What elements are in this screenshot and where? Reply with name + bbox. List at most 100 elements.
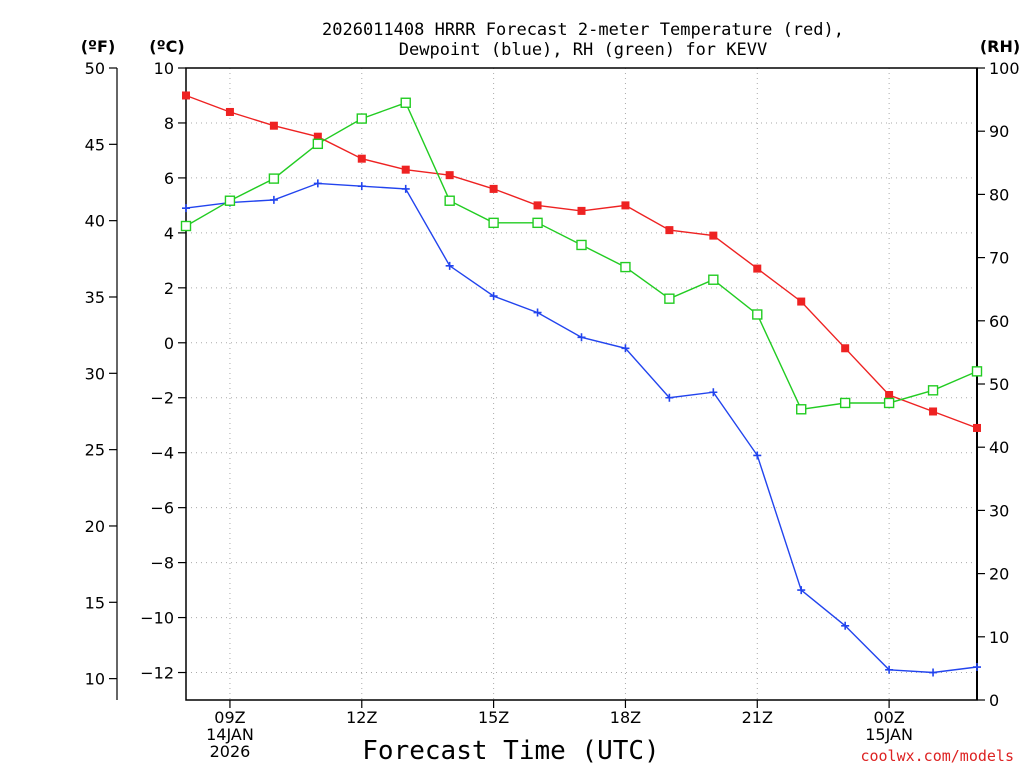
rh-point	[620, 261, 631, 273]
x-tick-label: 14JAN	[206, 725, 254, 744]
rh-point	[927, 385, 939, 396]
axes: 1086420−2−4−6−8−10−125045403530252015101…	[85, 59, 1020, 761]
rh-point	[312, 138, 324, 150]
celsius-tick-label: 8	[164, 114, 174, 133]
dewpoint-point	[533, 308, 542, 317]
x-tick-label: 09Z	[214, 708, 245, 727]
temperature-point	[269, 121, 278, 130]
rh-point	[883, 397, 895, 409]
rh-point	[444, 195, 455, 206]
chart-subtitle: Dewpoint (blue), RH (green) for KEVV	[399, 40, 767, 60]
grid-lines	[186, 67, 977, 700]
x-tick-label: 15Z	[478, 708, 509, 727]
fahrenheit-tick-label: 35	[85, 288, 105, 307]
rh-tick-label: 60	[989, 312, 1009, 331]
temperature-point	[709, 231, 718, 240]
temperature-point	[841, 344, 850, 353]
fahrenheit-tick-label: 20	[85, 517, 105, 536]
temperature-point	[489, 184, 498, 193]
fahrenheit-tick-label: 15	[85, 593, 105, 612]
rh-tick-label: 40	[989, 438, 1009, 457]
dewpoint-point	[313, 179, 322, 188]
temperature-point	[445, 171, 454, 180]
celsius-unit-label: (ºC)	[149, 37, 184, 56]
rh-tick-label: 90	[989, 122, 1009, 141]
celsius-tick-label: −12	[140, 664, 174, 683]
rh-point	[971, 366, 983, 377]
temperature-point	[621, 201, 630, 210]
temperature-point	[929, 407, 938, 416]
dewpoint-point	[445, 261, 454, 270]
celsius-tick-label: 2	[164, 279, 174, 298]
rh-tick-label: 0	[989, 691, 999, 710]
temperature-point	[357, 154, 366, 163]
rh-point	[796, 404, 807, 415]
fahrenheit-tick-label: 50	[85, 59, 105, 78]
x-tick-label: 00Z	[873, 708, 904, 727]
fahrenheit-tick-label: 25	[85, 441, 105, 460]
rh-tick-label: 100	[989, 59, 1020, 78]
rh-tick-label: 20	[989, 565, 1009, 584]
dewpoint-point	[665, 393, 674, 402]
rh-point	[576, 239, 587, 251]
celsius-tick-label: 6	[164, 169, 174, 188]
series-layer	[180, 91, 983, 677]
dewpoint-point	[797, 586, 806, 595]
rh-tick-label: 80	[989, 185, 1009, 204]
rh-point	[400, 97, 411, 108]
dewpoint-point	[489, 292, 498, 301]
dewpoint-point	[401, 184, 410, 193]
dewpoint-point	[841, 621, 850, 630]
rh-point	[356, 113, 367, 124]
celsius-tick-label: −4	[150, 444, 174, 463]
dewpoint-point	[269, 195, 278, 204]
x-tick-label: 15JAN	[865, 725, 913, 744]
temperature-point	[533, 201, 542, 210]
temperature-point	[182, 91, 190, 100]
source-credit: coolwx.com/models	[860, 747, 1014, 765]
rh-unit-label: (RH)	[980, 37, 1020, 56]
dewpoint-point	[577, 333, 586, 342]
celsius-tick-label: −6	[150, 499, 174, 518]
rh-point	[224, 195, 236, 206]
temperature-point	[973, 423, 981, 432]
temperature-point	[577, 206, 586, 215]
dewpoint-point	[973, 663, 981, 672]
temperature-point	[313, 132, 322, 141]
rh-tick-label: 70	[989, 249, 1009, 268]
temperature-point	[885, 390, 894, 399]
dewpoint-point	[753, 451, 762, 460]
x-tick-label: 21Z	[742, 708, 773, 727]
celsius-tick-label: −2	[150, 389, 174, 408]
dewpoint-point	[357, 182, 366, 191]
celsius-tick-label: −8	[150, 554, 174, 573]
fahrenheit-tick-label: 40	[85, 212, 105, 231]
celsius-tick-label: −10	[140, 609, 174, 628]
rh-line	[185, 101, 978, 411]
x-tick-label: 18Z	[610, 708, 641, 727]
temperature-line	[185, 94, 978, 429]
fahrenheit-tick-label: 30	[85, 364, 105, 383]
rh-tick-label: 50	[989, 375, 1009, 394]
rh-point	[839, 397, 851, 409]
rh-point	[708, 274, 719, 285]
temperature-point	[401, 165, 410, 174]
x-tick-label: 12Z	[346, 708, 377, 727]
rh-point	[664, 293, 675, 304]
dewpoint-point	[885, 665, 894, 674]
fahrenheit-unit-label: (ºF)	[81, 37, 116, 56]
temperature-point	[753, 264, 762, 273]
dewpoint-point	[182, 204, 190, 213]
x-axis-label: Forecast Time (UTC)	[362, 736, 659, 766]
fahrenheit-tick-label: 10	[85, 670, 105, 689]
celsius-tick-label: 0	[164, 334, 174, 353]
rh-tick-label: 10	[989, 628, 1009, 647]
rh-point	[268, 173, 280, 184]
fahrenheit-tick-label: 45	[85, 135, 105, 154]
dewpoint-point	[621, 344, 630, 353]
temperature-point	[225, 107, 234, 116]
celsius-tick-label: 4	[164, 224, 174, 243]
rh-point	[532, 217, 543, 229]
x-tick-label: 2026	[210, 742, 251, 761]
